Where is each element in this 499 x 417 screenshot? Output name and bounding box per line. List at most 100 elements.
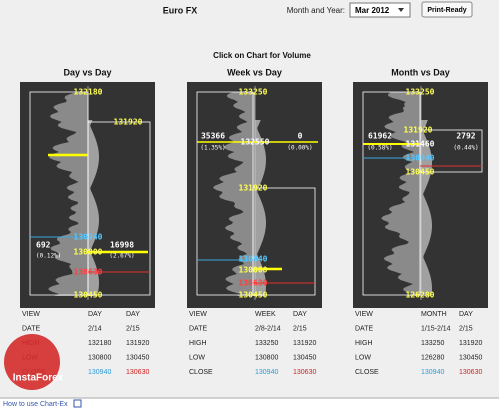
- dropdown-arrow: [398, 8, 404, 12]
- volume-pct: (0.58%): [367, 145, 392, 152]
- table-cell: CLOSE: [189, 369, 213, 376]
- month-value: Mar 2012: [355, 6, 390, 15]
- bracket: [252, 187, 316, 296]
- volume-profile: [421, 120, 432, 296]
- table-cell: VIEW: [355, 311, 373, 318]
- close-label: 130630: [74, 268, 103, 277]
- volume-profile: [48, 92, 88, 296]
- close-label: 130940: [74, 233, 103, 242]
- table-cell: CLOSE: [355, 369, 379, 376]
- close-label: 130940: [239, 255, 268, 264]
- table-cell: 132180: [88, 340, 111, 347]
- volume-pct: (0.44%): [453, 145, 478, 152]
- table-cell: DATE: [22, 325, 40, 332]
- volume-pct: (0.00%): [287, 145, 312, 152]
- table-cell: 130450: [293, 354, 316, 361]
- title: Euro FX: [163, 5, 198, 15]
- watermark: InstaForex: [4, 334, 64, 390]
- price-label: 132550: [241, 138, 270, 147]
- volume-label: 35366: [201, 132, 225, 141]
- table-cell: 130450: [126, 354, 149, 361]
- volume-label: 692: [36, 241, 51, 250]
- table-cell: DATE: [355, 325, 373, 332]
- price-label: 131920: [114, 118, 143, 127]
- help-link[interactable]: How to use Chart-Ex: [3, 401, 68, 408]
- volume-label: 2792: [456, 132, 475, 141]
- table-cell: 2/15: [459, 325, 473, 332]
- table-cell: LOW: [189, 354, 205, 361]
- bracket: [87, 121, 151, 296]
- volume-pct: (0.12%): [36, 253, 61, 260]
- table-cell: 126280: [421, 354, 444, 361]
- table-cell: 130800: [255, 354, 278, 361]
- volume-profile: [255, 120, 266, 296]
- instruction: Click on Chart for Volume: [213, 51, 311, 60]
- table-cell: 2/14: [88, 325, 102, 332]
- table-cell: 133250: [421, 340, 444, 347]
- month-select[interactable]: [349, 2, 411, 18]
- price-label: 130450: [406, 168, 435, 177]
- table-cell: LOW: [355, 354, 371, 361]
- panel-title: Month vs Day: [391, 67, 450, 77]
- table-cell: 130940: [88, 369, 111, 376]
- price-label: 131460: [406, 140, 435, 149]
- print-button[interactable]: [421, 1, 473, 18]
- table-cell: 131920: [459, 340, 482, 347]
- price-label: 132180: [74, 88, 103, 97]
- price-label: 126280: [406, 291, 435, 300]
- month-label: Month and Year:: [287, 6, 345, 15]
- volume-profile: [213, 92, 255, 296]
- table-cell: 2/8-2/14: [255, 325, 281, 332]
- table-cell: DAY: [88, 311, 102, 318]
- panel-overlay: 132180 131920 692 (0.12%) 16998 (2.67%) …: [29, 88, 151, 300]
- price-label: 131920: [239, 184, 268, 193]
- table-cell: VIEW: [189, 311, 207, 318]
- logo-circle: [4, 334, 60, 390]
- table-cell: 2/15: [293, 325, 307, 332]
- table-cell: VIEW: [22, 311, 40, 318]
- volume-label: 61962: [368, 132, 392, 141]
- table-cell: DAY: [459, 311, 473, 318]
- bracket: [419, 129, 483, 173]
- volume-label: 0: [298, 132, 303, 141]
- panels: Day vs Day VIEW DAY DAY DATE 2/14 2/15 HIGH 1321…: [20, 67, 488, 376]
- logo-text: InstaForex: [13, 373, 64, 384]
- close-label: 130940: [406, 154, 435, 163]
- table-cell: 131920: [293, 340, 316, 347]
- price-label: 131920: [404, 126, 433, 135]
- panel-overlay: 133250 35366 (1.35%) 0 (0.00%) 132550 13…: [196, 88, 318, 300]
- button-label: Print-Ready: [427, 7, 466, 14]
- help-icon: [73, 399, 82, 408]
- volume-label: 16998: [110, 241, 134, 250]
- close-label: 130630: [239, 279, 268, 288]
- price-label: 133250: [406, 88, 435, 97]
- price-label: 130450: [239, 291, 268, 300]
- panel-title: Week vs Day: [227, 67, 282, 77]
- panel-overlay: 133250 131920 61962 (0.58%) 2792 (0.44%)…: [362, 88, 483, 300]
- volume-pct: (1.35%): [200, 145, 225, 152]
- table-cell: DAY: [293, 311, 307, 318]
- table-cell: MONTH: [421, 311, 447, 318]
- table-cell: 2/15: [126, 325, 140, 332]
- price-label: 130450: [74, 291, 103, 300]
- price-label: 130800: [239, 266, 268, 275]
- bracket: [362, 91, 421, 296]
- table-cell: 130630: [459, 369, 482, 376]
- table-cell: 130630: [126, 369, 149, 376]
- table-cell: 130940: [421, 369, 444, 376]
- table-cell: DATE: [189, 325, 207, 332]
- table-cell: 1/15-2/14: [421, 325, 451, 332]
- price-label: 130800: [74, 248, 103, 257]
- table-cell: WEEK: [255, 311, 276, 318]
- table-cell: DAY: [126, 311, 140, 318]
- volume-profile: [88, 120, 99, 296]
- price-label: 133250: [239, 88, 268, 97]
- table-cell: 130940: [255, 369, 278, 376]
- table-cell: HIGH: [189, 340, 207, 347]
- panel-title: Day vs Day: [63, 67, 111, 77]
- table-cell: HIGH: [355, 340, 373, 347]
- table-cell: 131920: [126, 340, 149, 347]
- table-cell: 130800: [88, 354, 111, 361]
- table-cell: 133250: [255, 340, 278, 347]
